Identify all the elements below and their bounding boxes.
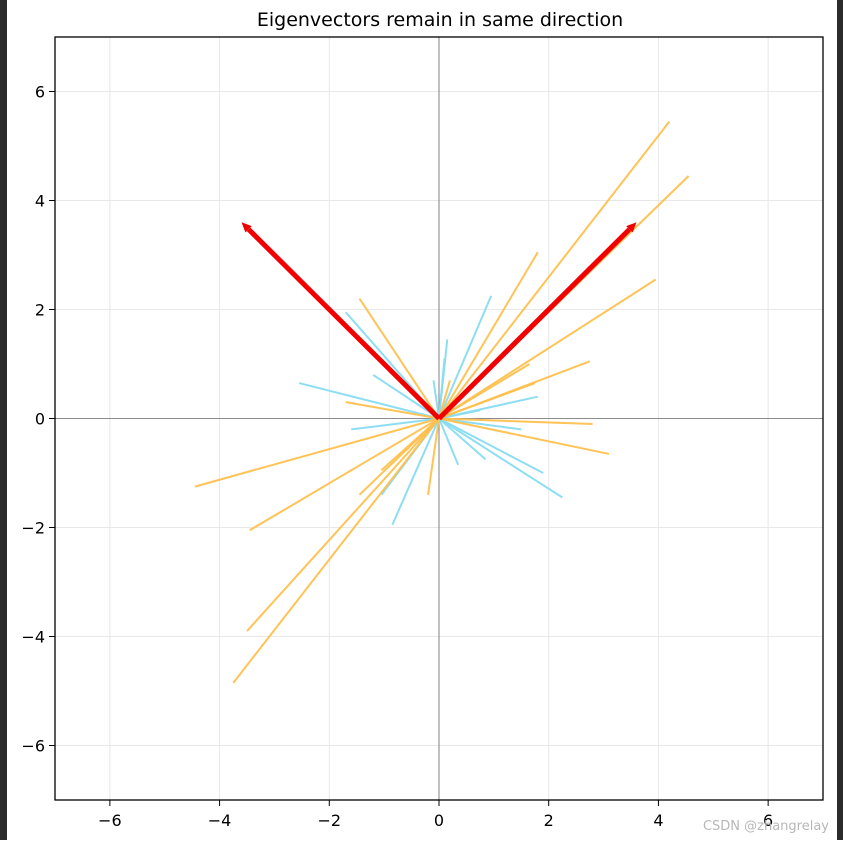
transformed-vector-line <box>438 120 671 420</box>
transformed-vector-line <box>358 298 440 420</box>
transformed-vector-line <box>438 380 451 419</box>
eigenvector-arrow <box>437 227 632 421</box>
eigenvector-arrowhead <box>241 222 252 233</box>
x-tick-label: 4 <box>653 811 663 830</box>
transformed-vector-line <box>438 417 610 455</box>
x-tick-label: 2 <box>544 811 554 830</box>
transformed-vector-line <box>380 417 440 472</box>
transformed-vector-line <box>438 417 593 425</box>
x-tick-label: 6 <box>763 811 773 830</box>
eigenvector-arrow <box>246 227 441 421</box>
transformed-vector-line <box>427 418 440 495</box>
original-vector-line <box>351 417 440 431</box>
transformed-vector-line <box>438 278 657 420</box>
transformed-vector-line <box>246 417 440 632</box>
chart-title: Eigenvectors remain in same direction <box>257 9 623 31</box>
original-vector-line <box>298 382 440 420</box>
y-tick-label: −4 <box>21 628 45 647</box>
transformed-vector-line <box>194 417 440 488</box>
original-vector-line <box>438 417 487 461</box>
x-tick-label: −6 <box>98 811 122 830</box>
original-vector-line <box>372 374 440 420</box>
y-tick-label: −6 <box>21 737 45 756</box>
original-vector-line <box>391 418 440 526</box>
original-vector-line <box>438 409 481 420</box>
y-tick-label: 4 <box>35 192 45 211</box>
y-tick-label: 2 <box>35 301 45 320</box>
transformed-vectors-layer <box>194 120 690 684</box>
original-vector-line <box>432 380 440 419</box>
transformed-vector-line <box>249 417 440 532</box>
eigenvector-arrowhead <box>626 222 637 233</box>
x-tick-label: −2 <box>317 811 341 830</box>
y-tick-label: 6 <box>35 83 45 102</box>
x-tick-label: −4 <box>208 811 232 830</box>
x-tick-label: 0 <box>434 811 444 830</box>
right-window-border <box>837 0 843 840</box>
original-vector-line <box>438 418 460 466</box>
original-vector-line <box>438 417 563 499</box>
ticks-layer: −6 −4 −2 0 2 4 6 −6 −4 −2 0 2 4 6 <box>21 83 773 831</box>
original-vector-line <box>438 417 544 474</box>
original-vector-line <box>438 417 522 431</box>
eigenvectors-layer <box>241 222 637 421</box>
transformed-vector-line <box>232 417 440 684</box>
y-tick-label: −2 <box>21 519 45 538</box>
original-vector-line <box>438 358 446 419</box>
transformed-vector-line <box>438 382 536 420</box>
transformed-vector-line <box>438 251 539 420</box>
y-tick-label: 0 <box>35 410 45 429</box>
watermark: CSDN @zhangrelay <box>702 819 829 834</box>
left-window-border <box>0 0 7 840</box>
original-vector-line <box>438 295 493 419</box>
transformed-vector-line <box>345 401 440 420</box>
transformed-vector-line <box>438 363 531 420</box>
